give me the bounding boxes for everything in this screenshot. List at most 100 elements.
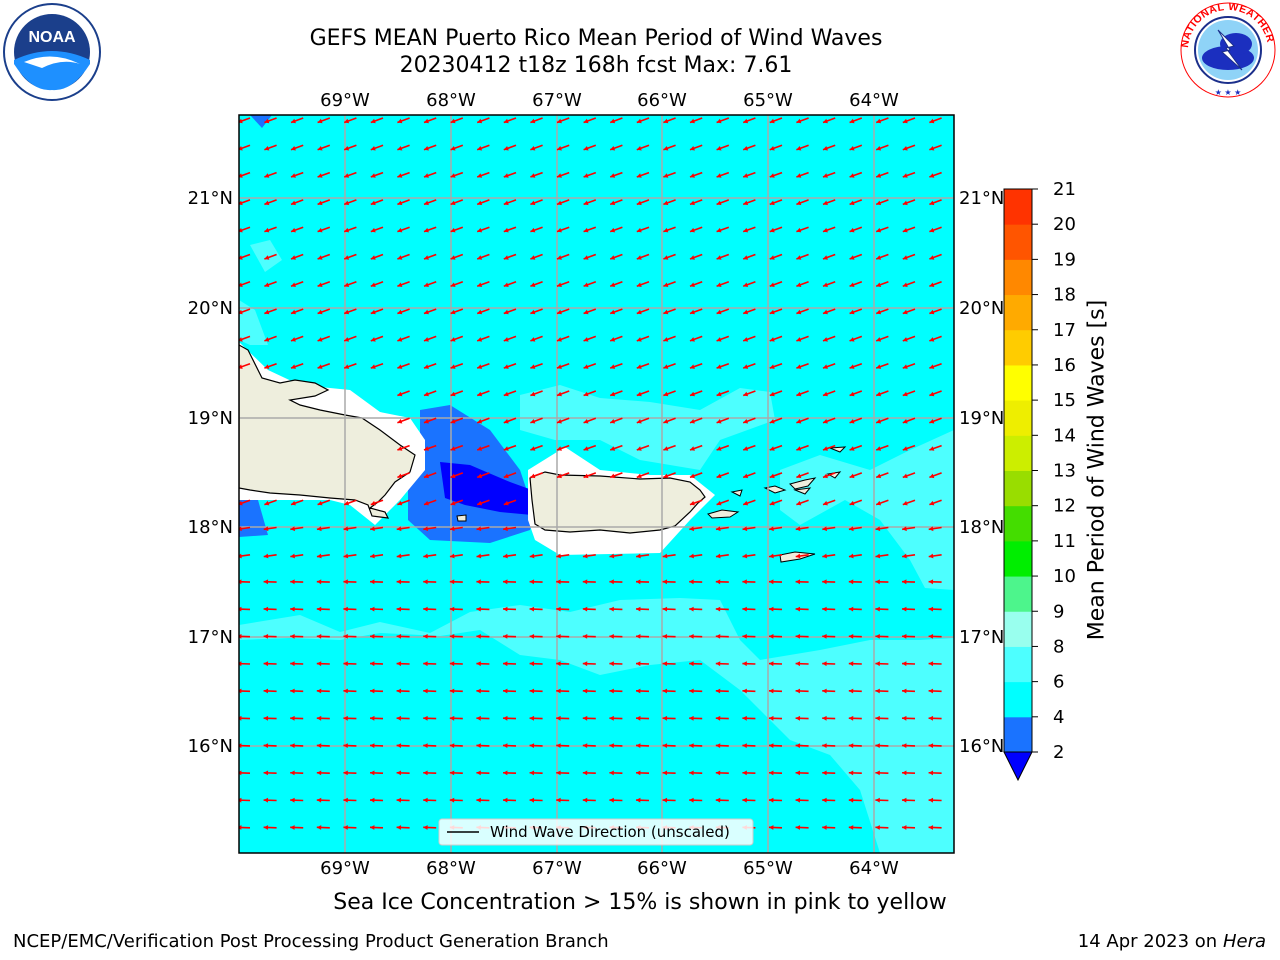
wind-wave-arrowhead xyxy=(849,145,855,151)
wind-wave-arrowhead xyxy=(423,715,428,721)
wind-wave-arrowhead xyxy=(343,715,348,721)
wind-wave-arrowhead xyxy=(795,579,801,585)
wind-wave-arrowhead xyxy=(529,743,535,748)
wind-wave-arrowhead xyxy=(769,606,774,612)
wind-wave-arrowhead xyxy=(263,743,269,748)
colorbar-tick-label: 12 xyxy=(1053,496,1076,517)
wind-wave-arrowhead xyxy=(929,446,935,451)
wind-wave-arrowhead xyxy=(583,145,589,151)
wind-wave-arrowhead xyxy=(636,606,641,612)
wind-wave-arrowhead xyxy=(716,500,722,506)
wind-wave-arrowhead xyxy=(610,145,616,151)
wind-wave-arrowhead xyxy=(239,364,243,369)
wind-wave-arrowhead xyxy=(928,579,934,585)
wind-wave-arrowhead xyxy=(450,200,456,206)
wind-wave-arrowhead xyxy=(715,526,721,532)
wind-wave-arrowhead xyxy=(928,797,934,803)
wind-wave-arrowhead xyxy=(822,200,828,206)
wind-wave-arrowhead xyxy=(476,688,481,694)
wind-wave-arrowhead xyxy=(556,797,561,803)
lon-label: 64°W xyxy=(849,858,899,879)
wind-wave-arrowhead xyxy=(423,797,428,803)
wind-wave-arrowhead xyxy=(689,743,694,748)
wind-wave-arrowhead xyxy=(928,553,934,559)
wind-wave-arrowhead xyxy=(902,282,908,287)
wind-wave-arrowhead xyxy=(344,255,350,260)
map-frame xyxy=(238,114,955,854)
wind-wave-arrowhead xyxy=(716,309,722,315)
wind-wave-arrowhead xyxy=(397,337,403,342)
wind-wave-arrowhead xyxy=(290,173,296,178)
wind-wave-arrowhead xyxy=(370,688,375,694)
wind-wave-arrowhead xyxy=(848,825,854,830)
wind-wave-arrowhead xyxy=(263,688,269,694)
wind-wave-arrowhead xyxy=(449,553,455,559)
wind-wave-arrowhead xyxy=(423,173,429,178)
colorbar-segment xyxy=(1004,259,1032,296)
wind-wave-arrowhead xyxy=(822,579,827,585)
wind-wave-arrowhead xyxy=(290,200,296,206)
wind-wave-arrowhead xyxy=(689,364,695,369)
wind-wave-arrowhead xyxy=(449,526,455,532)
wind-wave-arrowhead xyxy=(477,473,483,479)
wind-wave-arrowhead xyxy=(663,446,669,451)
wind-wave-arrowhead xyxy=(689,770,694,776)
lat-label: 19°N xyxy=(188,408,233,429)
wind-wave-arrowhead xyxy=(450,282,456,287)
wind-wave-arrowhead xyxy=(370,500,376,506)
wind-wave-arrowhead xyxy=(769,688,774,694)
wind-wave-arrowhead xyxy=(636,446,642,451)
wind-wave-arrowhead xyxy=(263,770,269,776)
wind-wave-arrowhead xyxy=(875,743,880,748)
wind-wave-arrowhead xyxy=(344,282,350,287)
wind-wave-arrowhead xyxy=(689,661,694,667)
wind-wave-arrowhead xyxy=(343,825,348,830)
wind-wave-arrowhead xyxy=(715,688,721,694)
wind-wave-arrowhead xyxy=(902,688,907,694)
wind-wave-arrowhead xyxy=(902,364,908,369)
colorbar-segment xyxy=(1004,329,1032,366)
wind-wave-arrowhead xyxy=(344,500,350,506)
wind-wave-arrowhead xyxy=(928,526,934,532)
wind-wave-arrowhead xyxy=(477,364,483,369)
wind-wave-arrowhead xyxy=(663,391,669,397)
wind-wave-arrowhead xyxy=(316,715,322,721)
wind-wave-arrowhead xyxy=(396,797,402,803)
wind-wave-arrowhead xyxy=(769,418,775,424)
wind-wave-arrowhead xyxy=(689,715,694,721)
wind-wave-arrowhead xyxy=(929,282,935,287)
wind-wave-arrowhead xyxy=(662,606,668,612)
wind-wave-arrowhead xyxy=(742,743,747,748)
land-hispaniola xyxy=(239,344,416,519)
wind-wave-arrowhead xyxy=(582,661,588,667)
wind-wave-arrowhead xyxy=(715,606,721,612)
wind-wave-arrowhead xyxy=(239,500,243,506)
wind-wave-arrowhead xyxy=(476,579,481,585)
wind-wave-arrowhead xyxy=(609,715,614,721)
wind-wave-arrowhead xyxy=(264,309,270,315)
wind-wave-arrowhead xyxy=(876,309,882,315)
wind-wave-arrowhead xyxy=(743,337,749,342)
wind-wave-arrowhead xyxy=(876,255,882,260)
colorbar-segment xyxy=(1004,540,1032,577)
wind-wave-arrowhead xyxy=(795,715,801,721)
wind-wave-arrowhead xyxy=(663,255,669,260)
wind-wave-arrowhead xyxy=(636,688,641,694)
wind-wave-arrowhead xyxy=(849,500,855,506)
wind-wave-arrowhead xyxy=(609,797,614,803)
wind-wave-arrowhead xyxy=(822,473,828,479)
wind-wave-arrowhead xyxy=(876,227,882,233)
wind-wave-arrowhead xyxy=(530,391,536,397)
wind-wave-arrowhead xyxy=(450,500,456,506)
wind-wave-arrowhead xyxy=(503,770,508,776)
lon-label: 69°W xyxy=(320,858,370,879)
wind-wave-arrowhead xyxy=(503,255,509,260)
nws-logo: NATIONAL WEATHER SERVICE ★ ★ ★ xyxy=(1174,0,1278,100)
wind-wave-arrowhead xyxy=(423,282,429,287)
land-vieques xyxy=(707,509,740,519)
wind-wave-arrowhead xyxy=(449,715,455,721)
wind-wave-arrowhead xyxy=(610,473,616,479)
wind-wave-arrowhead xyxy=(290,606,295,612)
wind-wave-arrowhead xyxy=(582,634,588,639)
wind-wave-arrowhead xyxy=(822,661,827,667)
